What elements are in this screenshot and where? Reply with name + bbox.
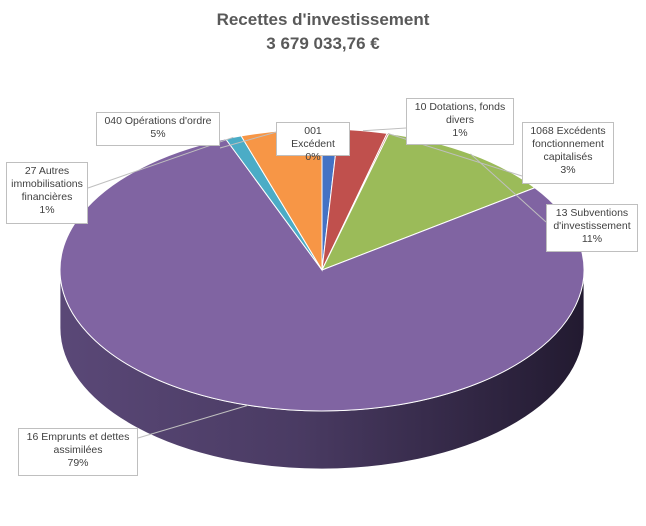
leader-line — [362, 127, 407, 132]
slice-label-percent: 79% — [67, 457, 89, 469]
slice-label-percent: 1% — [452, 127, 468, 139]
slice-label-text: 1068 Excédents fonctionnement capitalisé… — [530, 125, 606, 163]
slice-label-percent: 11% — [581, 233, 603, 245]
slice-label-16-emprunts: 16 Emprunts et dettes assimilées 79% — [18, 428, 138, 476]
slice-label-percent: 0% — [305, 151, 321, 163]
chart-subtitle: 3 679 033,76 € — [266, 34, 380, 53]
slice-label-text: 040 Opérations d'ordre — [104, 115, 212, 127]
slice-label-text: 001 Excédent — [291, 125, 335, 150]
slice-label-text: 10 Dotations, fonds divers — [414, 101, 506, 126]
slice-label-text: 13 Subventions d'investissement — [553, 207, 631, 232]
leader-line — [470, 153, 547, 223]
slice-label-27-autres: 27 Autres immobilisations financières 1% — [6, 162, 88, 224]
slice-label-percent: 1% — [39, 204, 55, 216]
slice-label-text: 27 Autres immobilisations financières — [11, 165, 83, 203]
slice-label-percent: 3% — [560, 164, 576, 176]
leader-line — [137, 404, 249, 439]
slice-label-1068-excedents: 1068 Excédents fonctionnement capitalisé… — [522, 122, 614, 184]
slice-label-10-dotations: 10 Dotations, fonds divers 1% — [406, 98, 514, 145]
chart-title: Recettes d'investissement — [216, 10, 430, 29]
slice-label-001-excedent: 001 Excédent 0% — [276, 122, 350, 163]
slice-label-040-operations: 040 Opérations d'ordre 5% — [96, 112, 220, 146]
slice-label-percent: 5% — [150, 128, 166, 140]
leader-line — [219, 130, 282, 149]
slice-label-13-subventions: 13 Subventions d'investissement 11% — [546, 204, 638, 252]
slice-label-text: 16 Emprunts et dettes assimilées — [26, 431, 130, 456]
